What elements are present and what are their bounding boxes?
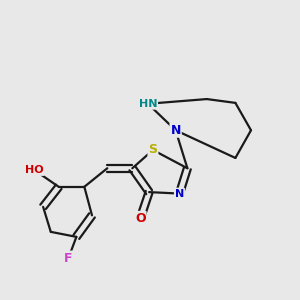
Text: HO: HO <box>25 165 44 175</box>
Text: S: S <box>148 143 158 157</box>
Text: F: F <box>64 252 73 265</box>
Text: O: O <box>135 212 146 225</box>
Text: N: N <box>170 124 181 137</box>
Text: N: N <box>175 189 184 199</box>
Text: HN: HN <box>139 99 157 109</box>
